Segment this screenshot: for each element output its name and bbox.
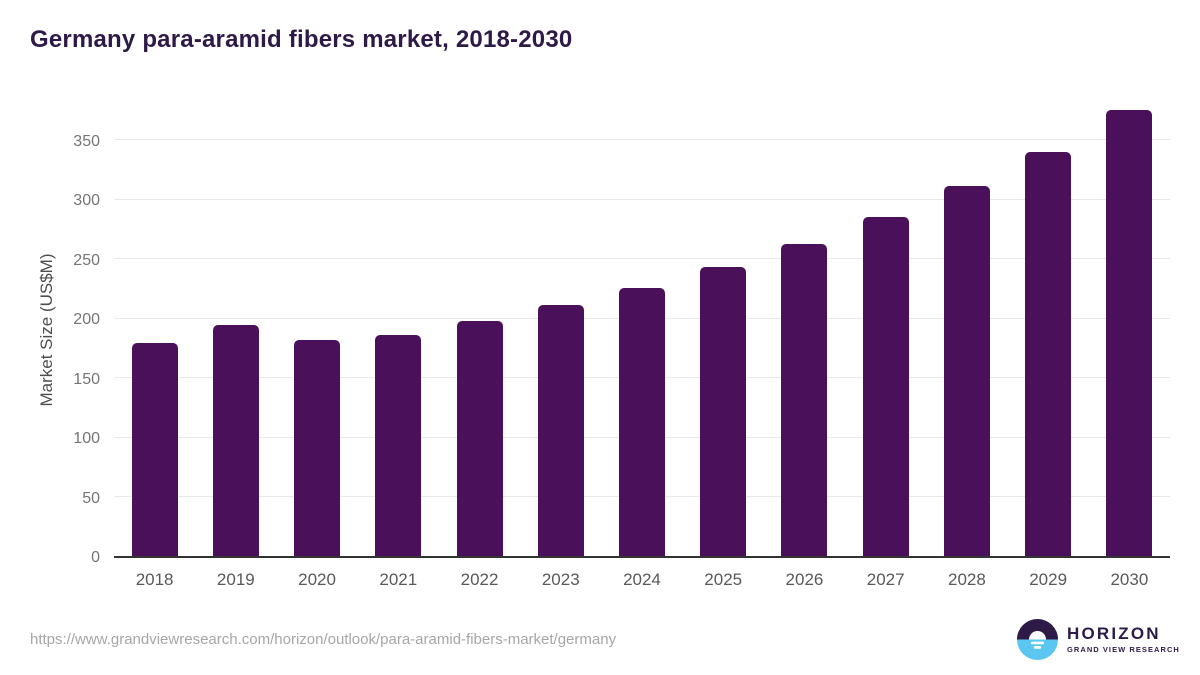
bar-2028 [943,186,990,556]
y-tick-350: 350 [73,132,100,150]
x-tick-2029: 2029 [1029,570,1068,589]
x-tick-2024: 2024 [623,570,661,589]
bar-2022 [456,320,503,556]
bar-2019 [212,325,259,556]
bar-2018 [131,343,178,556]
source-url: https://www.grandviewresearch.com/horizo… [30,631,617,648]
y-tick-150: 150 [73,370,100,388]
gridline-350 [114,139,1170,141]
y-tick-0: 0 [91,549,100,566]
gridline-300 [114,198,1170,200]
y-tick-250: 250 [73,251,100,269]
x-tick-2025: 2025 [704,570,743,589]
logo-text-block: HORIZON GRAND VIEW RESEARCH [1067,623,1180,654]
bar-2027 [862,217,909,556]
logo-tagline: GRAND VIEW RESEARCH [1067,644,1180,654]
x-tick-2026: 2026 [785,570,824,589]
x-tick-2020: 2020 [298,570,336,589]
x-tick-2021: 2021 [379,570,418,589]
bar-2030 [1106,110,1153,556]
y-tick-100: 100 [73,430,100,448]
x-tick-2022: 2022 [460,570,499,589]
logo-brand: HORIZON [1067,623,1161,643]
gridline-250 [114,258,1170,260]
x-tick-2028: 2028 [947,570,986,589]
bar-2029 [1025,151,1072,556]
horizon-logo: HORIZON GRAND VIEW RESEARCH [1017,618,1180,660]
y-tick-labels: 0 50 100 150 200 250 300 350 [0,0,100,675]
bar-2026 [781,244,828,556]
x-tick-2019: 2019 [216,570,255,589]
y-tick-300: 300 [73,192,100,210]
x-tick-2023: 2023 [541,570,580,589]
horizon-sun-icon [1017,618,1058,660]
bar-2025 [700,267,747,556]
x-tick-2030: 2030 [1110,570,1149,589]
bar-2024 [619,288,665,556]
x-tick-labels: 2018 2019 2020 2021 2022 2023 2024 2025 2026 2027… [114,570,1170,592]
x-tick-2018: 2018 [135,570,174,589]
bar-2021 [375,334,422,556]
y-tick-200: 200 [73,311,100,329]
chart-title: Germany para-aramid fibers market, 2018-… [30,26,573,53]
y-tick-50: 50 [82,489,100,507]
x-tick-2027: 2027 [866,570,905,589]
bar-2023 [537,305,584,556]
plot-area [114,110,1170,558]
bar-2020 [294,339,341,556]
